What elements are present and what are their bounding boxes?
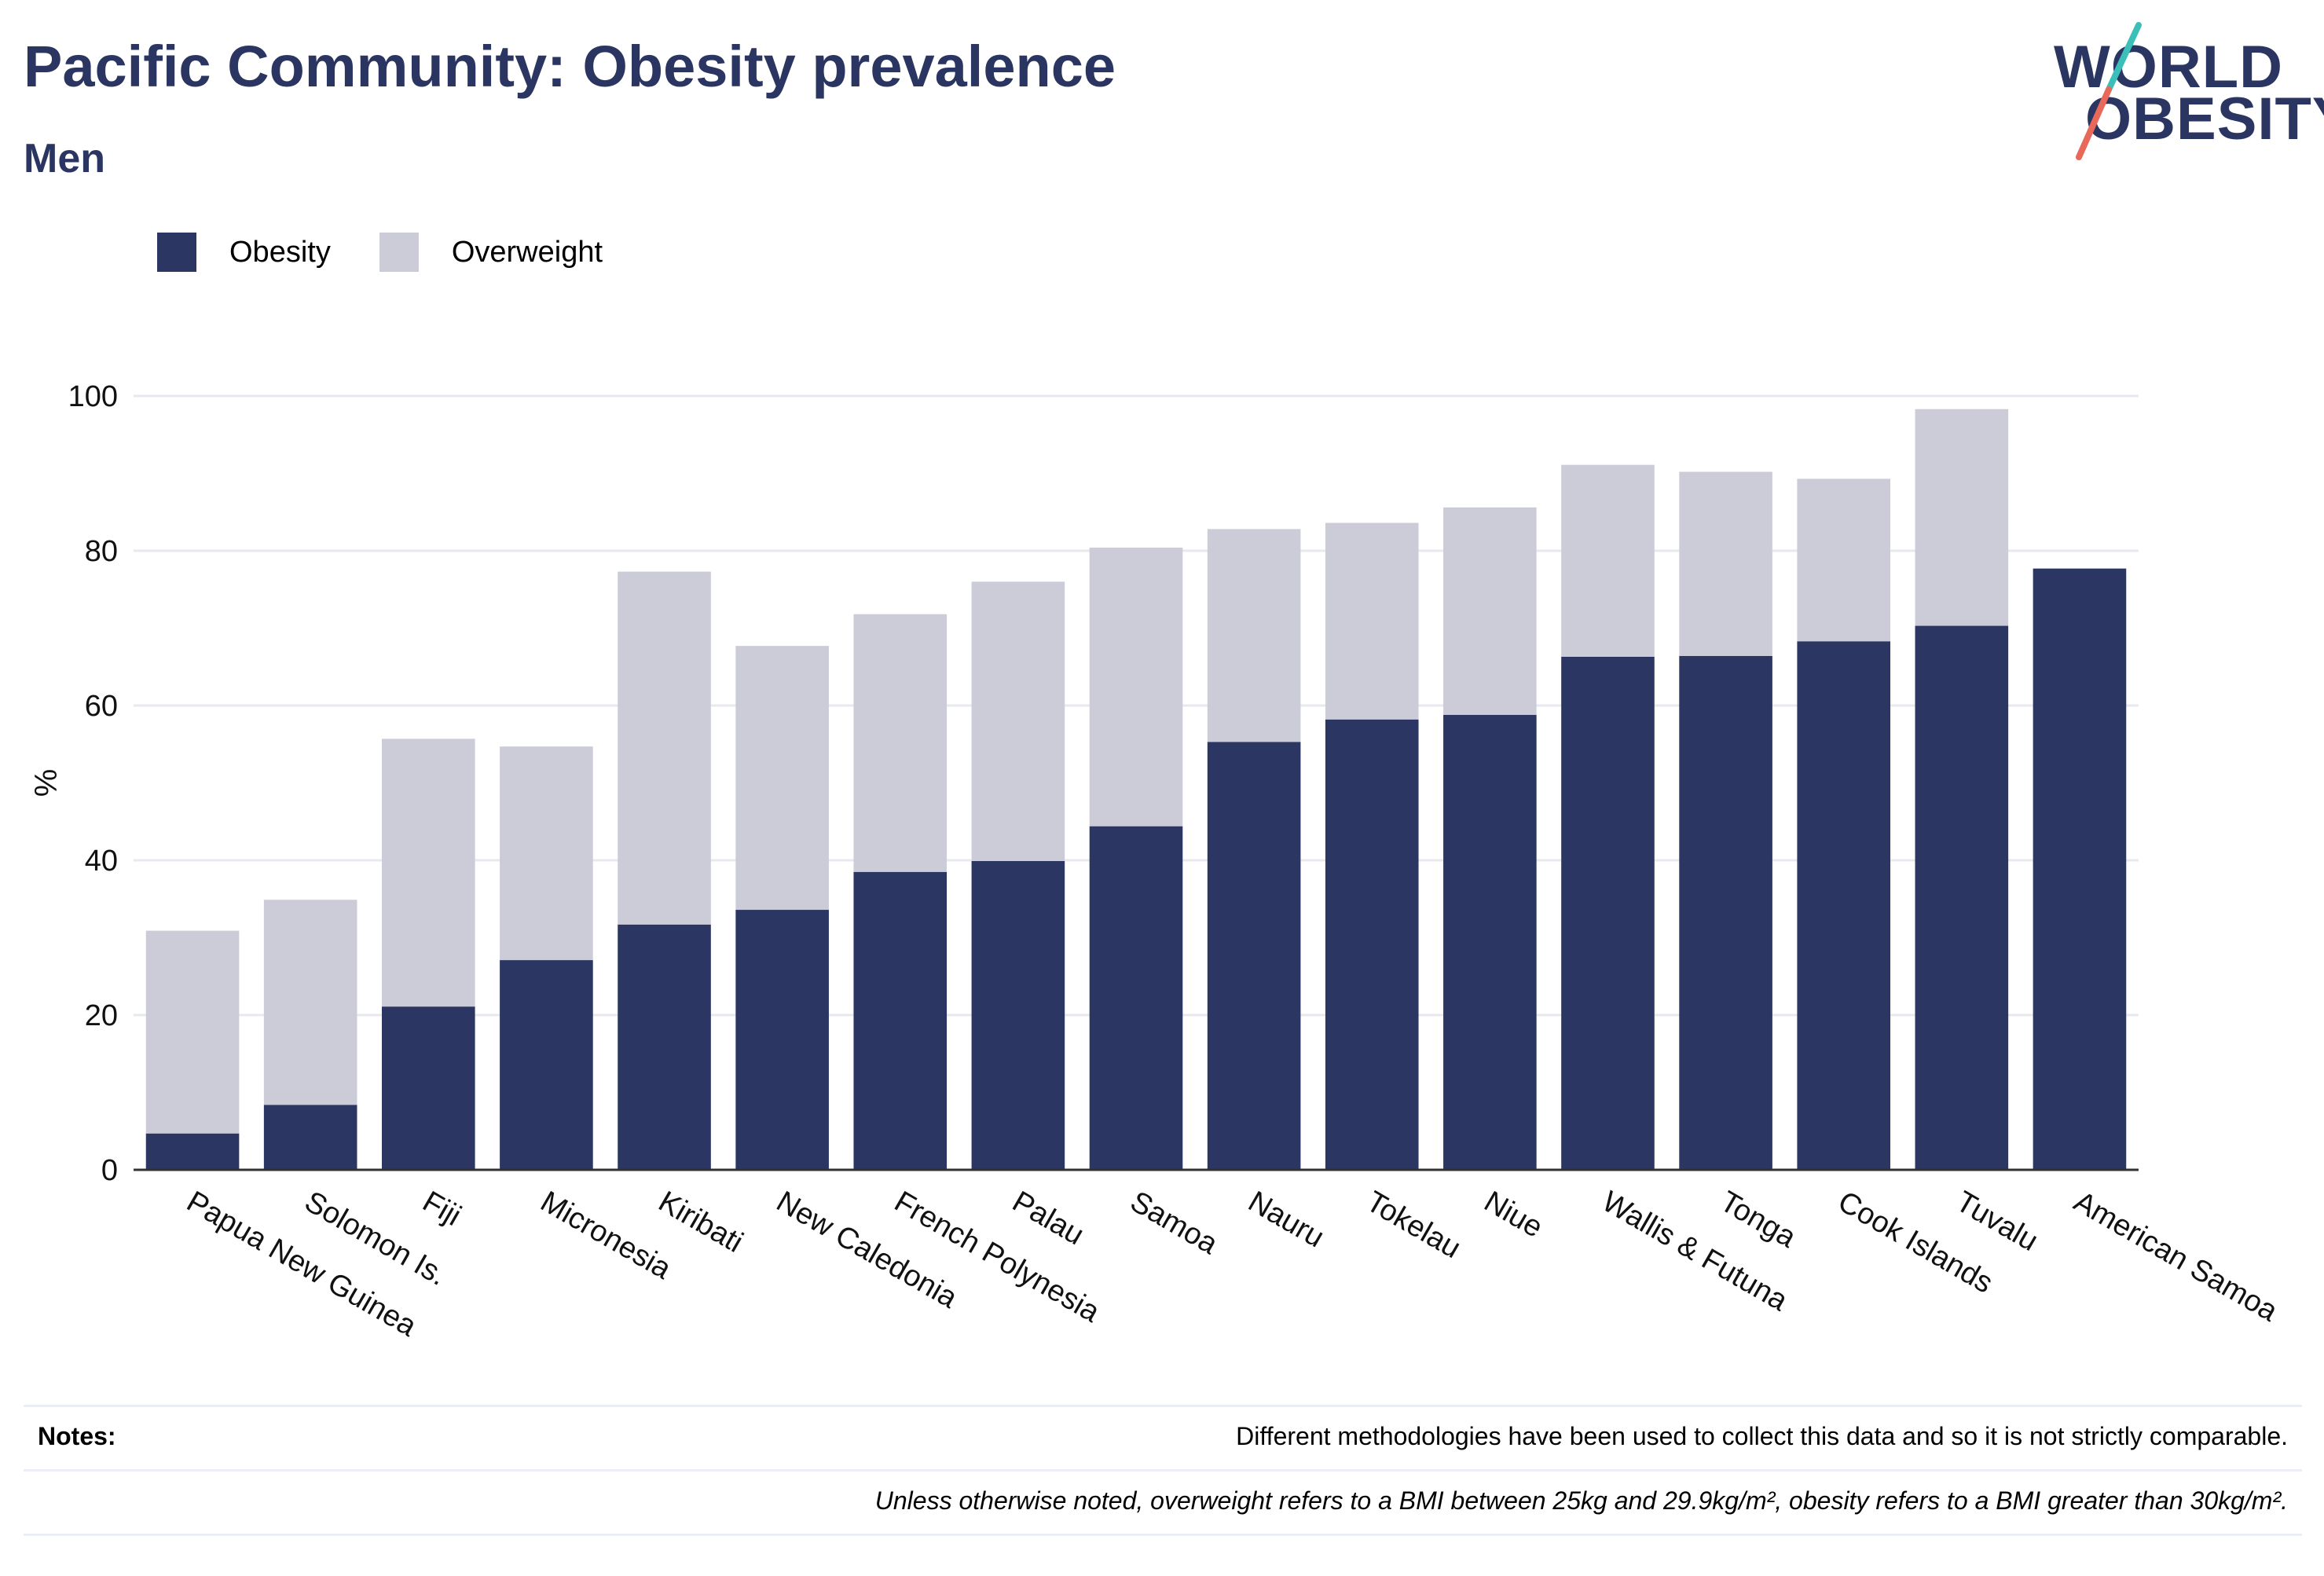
bar-obesity: [500, 960, 593, 1170]
bar-overweight: [263, 900, 357, 1105]
logo-line-obesity: OBESITY: [2085, 86, 2324, 152]
bar-obesity: [145, 1133, 240, 1170]
legend-swatch-obesity: [157, 233, 196, 272]
bar-overweight: [1207, 529, 1301, 742]
x-tick-label: American Samoa: [2068, 1185, 2283, 1329]
logo-line-world: WORLD: [2054, 34, 2284, 101]
bar-overweight: [1561, 464, 1655, 657]
bar-obesity: [1679, 655, 1772, 1170]
bar-overweight: [1089, 548, 1183, 826]
bar-obesity: [263, 1105, 357, 1170]
notes-divider-bottom: [24, 1534, 2302, 1536]
bar-obesity: [853, 871, 948, 1170]
legend-label-overweight: Overweight: [451, 235, 603, 269]
y-tick-label: 40: [85, 845, 118, 878]
x-tick-label: Fiji: [417, 1185, 467, 1233]
legend-label-obesity: Obesity: [229, 235, 331, 269]
bar-obesity: [2033, 568, 2127, 1170]
x-tick-label: French Polynesia: [889, 1185, 1105, 1329]
chart-subtitle: Men: [24, 136, 105, 181]
bar-overweight: [500, 746, 593, 961]
bar-overweight: [1915, 409, 2009, 626]
bar-overweight: [1679, 471, 1772, 656]
legend-item-obesity: Obesity: [157, 233, 331, 272]
chart-title: Pacific Community: Obesity prevalence: [24, 34, 1116, 99]
bar-overweight: [971, 581, 1065, 861]
bar-obesity: [1207, 742, 1301, 1170]
x-tick-label: Samoa: [1125, 1185, 1224, 1261]
bar-obesity: [381, 1006, 475, 1170]
chart-legend: Obesity Overweight: [157, 233, 651, 272]
y-tick-label: 20: [85, 999, 118, 1032]
notes-divider-middle: [24, 1469, 2302, 1472]
bar-overweight: [1325, 522, 1419, 720]
legend-item-overweight: Overweight: [379, 233, 603, 272]
notes-label: Notes:: [38, 1422, 116, 1450]
bar-overweight: [853, 614, 948, 872]
bar-obesity: [1443, 714, 1537, 1170]
bar-overweight: [735, 646, 829, 911]
bar-obesity: [1915, 625, 2009, 1170]
bar-obesity: [971, 860, 1065, 1170]
notes-text-methodology: Different methodologies have been used t…: [1236, 1422, 2288, 1450]
bar-overweight: [145, 930, 240, 1134]
x-tick-label: Micronesia: [535, 1185, 677, 1286]
y-tick-label: 100: [68, 380, 118, 413]
y-tick-label: 0: [101, 1154, 118, 1187]
logo-slash-icon: [2076, 22, 2142, 160]
x-tick-label: Kiribati: [653, 1185, 749, 1259]
legend-swatch-overweight: [379, 233, 419, 272]
notes-divider-top: [24, 1405, 2302, 1407]
x-tick-label: Nauru: [1243, 1185, 1330, 1254]
y-tick-label: 60: [85, 690, 118, 723]
x-tick-label: Tuvalu: [1950, 1185, 2044, 1258]
bar-obesity: [1089, 826, 1183, 1170]
bar-obesity: [1797, 641, 1891, 1170]
bar-overweight: [618, 571, 711, 925]
bar-obesity: [1561, 656, 1655, 1170]
y-axis-label: %: [29, 769, 64, 797]
notes-text-definition: Unless otherwise noted, overweight refer…: [874, 1486, 2288, 1515]
x-tick-label: Tokelau: [1361, 1185, 1466, 1265]
y-tick-label: 80: [85, 535, 118, 568]
bar-overweight: [1797, 478, 1891, 642]
bar-overweight: [1443, 507, 1537, 715]
bar-obesity: [618, 924, 711, 1170]
bar-obesity: [735, 910, 829, 1170]
x-tick-label: Palau: [1006, 1185, 1089, 1252]
x-tick-label: Tonga: [1714, 1185, 1802, 1255]
x-tick-label: Niue: [1479, 1185, 1549, 1244]
bar-obesity: [1325, 719, 1419, 1170]
world-obesity-logo: WORLD OBESITY: [2051, 22, 2324, 163]
bar-overweight: [381, 739, 475, 1007]
